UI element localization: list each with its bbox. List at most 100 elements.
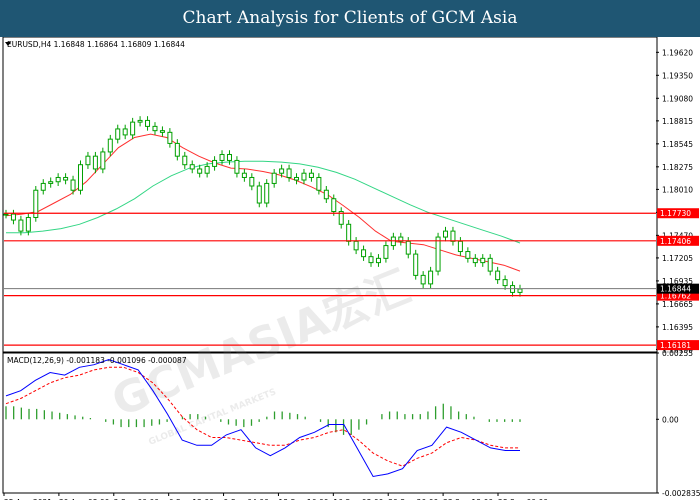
candle-body <box>383 245 389 259</box>
price-levels: 1.17730 1.17406 1.16762 1.16181 1.16844 <box>4 208 699 351</box>
candle-body <box>189 164 195 170</box>
price-tick-label: 1.18545 <box>662 140 693 149</box>
time-tick-label: 6 Sep 12:00 <box>169 498 215 500</box>
macd-tick-label: 0.00 <box>662 415 679 424</box>
candle-body <box>264 182 270 204</box>
candle-body <box>219 153 225 161</box>
macd-indicator: 0.00255 0.00 -0.002835 <box>5 349 700 498</box>
candle-body <box>443 230 449 238</box>
candle-body <box>405 240 411 255</box>
candle-body <box>204 165 210 174</box>
macd-main-line <box>5 358 520 478</box>
ma-fast-line <box>5 133 521 272</box>
level-tag <box>657 290 699 301</box>
candle-body <box>167 131 173 144</box>
time-tick-label: 25 Aug 2021 <box>4 498 52 500</box>
price-tick-label: 1.19620 <box>662 48 693 57</box>
candle-body <box>420 274 426 285</box>
candle-body <box>33 189 39 218</box>
candles <box>3 116 523 297</box>
level-label: 1.16181 <box>660 341 691 350</box>
level-tag <box>657 340 699 351</box>
candle-body <box>55 176 61 183</box>
price-tick-label: 1.17205 <box>662 254 693 263</box>
candle-body <box>323 189 329 200</box>
price-tick-label: 1.19080 <box>662 94 693 103</box>
candle-body <box>197 168 203 174</box>
candle-body <box>495 270 501 281</box>
dropdown-triangle-icon <box>5 42 11 46</box>
time-tick-label: 2 Sep 00:00 <box>114 498 160 500</box>
candle-body <box>301 172 307 181</box>
candle-body <box>77 164 83 191</box>
candle-body <box>286 168 292 178</box>
price-header: EURUSD,H4 1.16848 1.16864 1.16809 1.1684… <box>7 40 185 49</box>
price-tick-label: 1.19350 <box>662 71 693 80</box>
ma-slow-line <box>6 160 521 244</box>
price-tick-label: 1.16395 <box>662 323 693 332</box>
candle-body <box>256 185 262 204</box>
current-price-tag <box>657 283 699 294</box>
level-label: 1.16762 <box>660 292 691 301</box>
chart-canvas: GCMASIA宏汇 GLOBAL CAPITAL MARKETS 1.19620… <box>2 37 700 500</box>
candle-body <box>100 151 106 170</box>
level-tag <box>657 235 699 246</box>
candle-body <box>361 249 367 258</box>
level-label: 1.17406 <box>660 237 691 246</box>
candle-body <box>428 270 434 285</box>
candle-body <box>435 236 441 272</box>
candle-body <box>450 230 456 242</box>
candle-body <box>271 172 277 184</box>
candle-body <box>226 153 232 161</box>
candle-body <box>3 213 9 216</box>
time-tick-label: 16 Sep 08:00 <box>333 498 383 500</box>
level-label: 1.17730 <box>660 209 691 218</box>
candle-body <box>368 256 374 264</box>
candle-body <box>152 125 158 132</box>
candle-body <box>294 176 300 181</box>
current-price-label: 1.16844 <box>660 285 691 294</box>
macd-signal-line <box>5 366 520 467</box>
price-tick-label: 1.18275 <box>662 163 693 172</box>
candle-body <box>338 211 344 225</box>
candle-body <box>85 155 91 166</box>
level-tag <box>657 208 699 219</box>
candle-body <box>145 119 151 127</box>
candle-body <box>353 240 359 251</box>
candle-body <box>130 121 136 136</box>
candle-body <box>472 257 478 264</box>
candle-body <box>63 176 69 181</box>
time-tick-label: 9 Sep 04:00 <box>224 498 270 500</box>
candle-body <box>212 159 218 167</box>
candle-body <box>122 128 128 136</box>
candle-body <box>107 138 113 153</box>
price-tick-label: 1.16935 <box>662 277 693 286</box>
time-tick-label: 20 Sep 20:00 <box>388 498 438 500</box>
candle-body <box>70 179 76 191</box>
candle-body <box>517 288 523 293</box>
candle-body <box>234 159 240 174</box>
candle-body <box>40 182 46 191</box>
time-tick-label: 30 Aug 08:00 <box>59 498 110 500</box>
candle-body <box>457 240 463 253</box>
price-tick-label: 1.16665 <box>662 300 693 309</box>
candle-body <box>413 253 419 276</box>
candle-body <box>48 181 54 184</box>
candle-body <box>502 279 508 287</box>
price-panel-frame <box>2 37 658 353</box>
chart-banner: Chart Analysis for Clients of GCM Asia <box>0 0 700 37</box>
candle-body <box>480 257 486 264</box>
candle-body <box>115 128 121 140</box>
banner-title: Chart Analysis for Clients of GCM Asia <box>182 8 518 28</box>
candle-body <box>308 172 314 178</box>
time-axis: 25 Aug 2021 30 Aug 08:00 2 Sep 00:00 6 Sep … <box>3 493 548 500</box>
candle-body <box>249 176 255 187</box>
candle-body <box>174 142 180 157</box>
candle-body <box>92 155 98 170</box>
candle-body <box>159 130 165 133</box>
candle-body <box>487 257 493 272</box>
candle-body <box>241 172 247 178</box>
candle-body <box>18 219 24 232</box>
candle-body <box>25 216 31 232</box>
candle-body <box>316 176 322 191</box>
